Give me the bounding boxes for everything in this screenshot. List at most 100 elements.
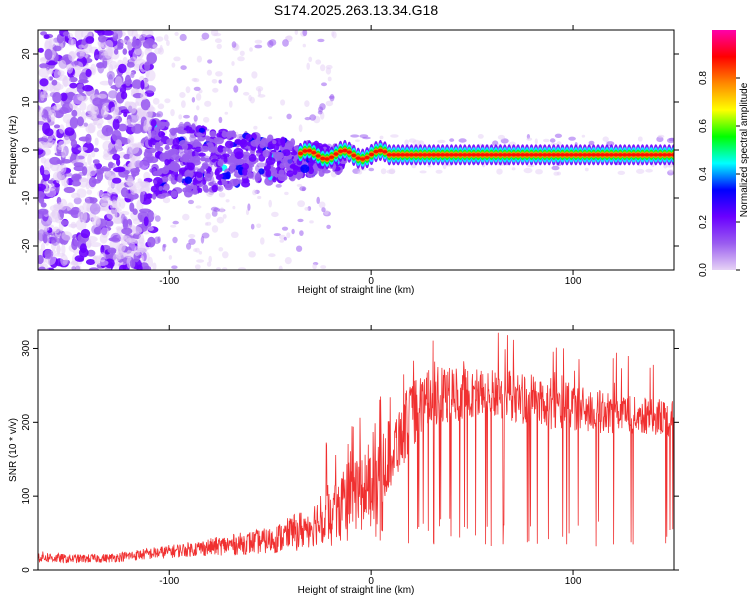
spectrogram-cell [284, 157, 293, 166]
spectrogram-cell [208, 255, 212, 263]
spectrogram-cell [188, 238, 196, 245]
spectrogram-cell [250, 139, 260, 147]
spectrogram-cell [60, 92, 68, 102]
spectrogram-cell [38, 197, 45, 204]
spectrogram-cell [164, 34, 169, 42]
spectrogram-cell [91, 151, 96, 158]
spectrogram-cell [71, 266, 77, 270]
spectrogram-cell [231, 61, 235, 66]
spectrogram-cell [251, 71, 258, 79]
spectrogram-cell [553, 171, 560, 176]
spectrogram-y-tick-label: 10 [21, 96, 32, 108]
spectrogram-cell [449, 138, 455, 142]
spectrogram-cell [172, 137, 180, 147]
spectrogram-cell [317, 110, 323, 115]
spectrogram-cell [63, 31, 70, 37]
spectrogram-cell [551, 165, 560, 171]
spectrogram-cell [150, 185, 158, 193]
spectrogram-cell [80, 228, 91, 239]
spectrogram-cell [146, 52, 157, 65]
spectrogram-cell [89, 203, 101, 215]
spectrogram-cell [164, 159, 170, 166]
spectrogram-cell [317, 38, 325, 43]
spectrogram-cell [40, 202, 47, 208]
spectrogram-cell [69, 116, 79, 129]
spectrogram-cell [218, 192, 226, 198]
spectrogram-cell [185, 86, 191, 94]
spectrogram-cell [206, 69, 212, 76]
spectrogram-cell [131, 79, 142, 90]
spectrogram-cell [217, 145, 224, 153]
spectrogram-cell [76, 116, 84, 127]
spectrogram-cell [69, 82, 78, 89]
spectrogram-y-tick-label: 20 [21, 48, 32, 60]
spectrogram-cell [218, 79, 222, 84]
spectrogram-cell [114, 76, 123, 88]
spectrogram-cell [126, 61, 135, 68]
spectrogram-cell [222, 251, 229, 259]
spectrogram-cell [223, 156, 228, 163]
spectrogram-cell [218, 173, 224, 178]
spectrogram-cell [271, 211, 279, 218]
spectrogram-cell [114, 139, 123, 152]
spectrogram-cell [153, 180, 158, 185]
spectrogram-cell [277, 174, 288, 182]
spectrogram-cell [155, 142, 161, 150]
spectrogram-cell [38, 191, 45, 199]
spectrogram-cell [321, 82, 327, 87]
snr-x-tick-label: 100 [565, 576, 582, 587]
spectrogram-cell [38, 183, 46, 191]
spectrogram-cell [419, 170, 427, 174]
spectrogram-cell [85, 68, 92, 78]
spectrogram-cell [113, 216, 123, 224]
spectrogram-cell [98, 44, 105, 52]
spectrogram-cell [613, 153, 619, 157]
spectrogram-cell [59, 59, 67, 69]
spectrogram-cell [92, 97, 103, 107]
spectrogram-cell [453, 153, 459, 157]
spectrogram-cell [61, 149, 66, 159]
spectrogram-cell [422, 153, 428, 157]
spectrogram-cell [286, 113, 292, 120]
spectrogram-cell [262, 149, 270, 158]
spectrogram-cell [99, 80, 111, 86]
spectrogram-cell [306, 149, 312, 153]
spectrogram-cell [201, 32, 210, 40]
spectrogram-cell [458, 138, 467, 143]
spectrogram-cell [355, 156, 361, 160]
spectrogram-cell [62, 76, 71, 87]
spectrogram-cell [60, 254, 68, 266]
spectrogram-cell [245, 133, 253, 141]
spectrogram-cell [156, 150, 161, 156]
spectrogram-cell [115, 226, 123, 231]
spectrogram-cell [299, 230, 304, 237]
spectrogram-cell [188, 234, 196, 238]
spectrogram-cell [111, 199, 118, 208]
spectrogram-cell [81, 166, 88, 176]
spectrogram-cell [120, 187, 129, 198]
snr-y-tick-label: 0 [21, 567, 32, 573]
spectrogram-cell [177, 129, 187, 135]
spectrogram-cell [203, 116, 210, 123]
spectrogram-cell [218, 116, 223, 124]
spectrogram-cell [63, 186, 76, 194]
spectrogram-cell [206, 261, 212, 267]
spectrogram-cell [177, 149, 184, 154]
spectrogram-cell [196, 259, 205, 263]
spectrogram-cell [71, 180, 82, 187]
spectrogram-cell [250, 223, 255, 230]
spectrogram-cell [269, 39, 277, 46]
spectrogram-cell [93, 147, 99, 153]
spectrogram-cell [315, 59, 322, 65]
spectrogram-cell [86, 236, 98, 243]
figure-title: S174.2025.263.13.34.G18 [274, 2, 438, 18]
spectrogram-cell [52, 92, 62, 104]
spectrogram-cell [584, 167, 589, 172]
spectrogram-cell [100, 227, 110, 238]
spectrogram-cell [118, 123, 128, 132]
spectrogram-cell [564, 153, 570, 157]
spectrogram-cell [386, 169, 396, 174]
spectrogram-cell [177, 174, 183, 183]
spectrogram-cell [157, 103, 165, 110]
spectrogram-cell [94, 137, 99, 146]
